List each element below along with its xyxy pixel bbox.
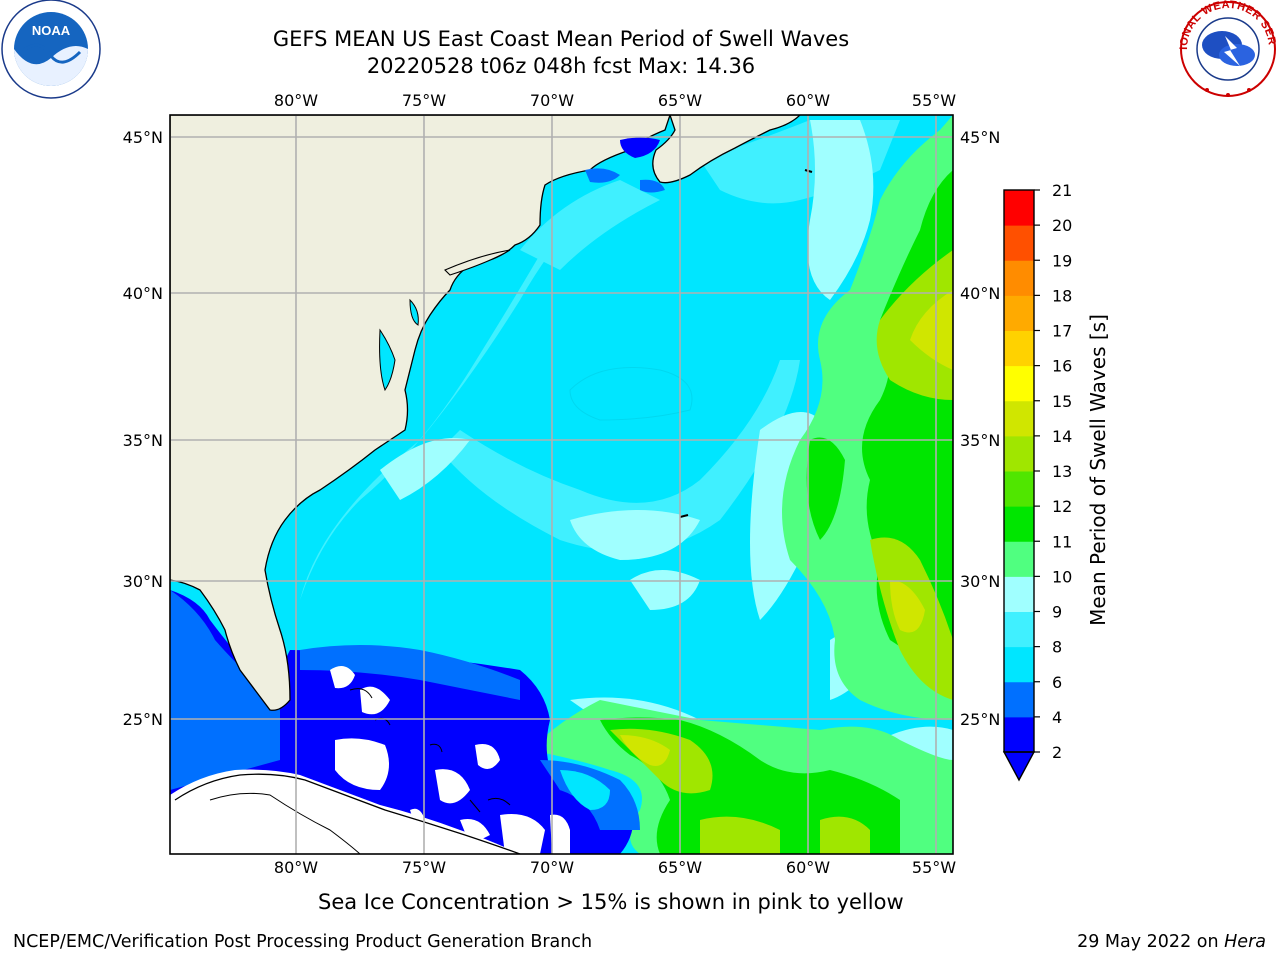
colorbar-swatch xyxy=(1004,471,1034,507)
colorbar-tick-label: 2 xyxy=(1052,743,1062,762)
colorbar-tick-label: 6 xyxy=(1052,673,1062,692)
lon-label: 65°W xyxy=(658,858,702,877)
colorbar-tick-label: 16 xyxy=(1052,357,1072,376)
colorbar-swatch xyxy=(1004,365,1034,402)
chart-subtitle: 20220528 t06z 048h fcst Max: 14.36 xyxy=(366,54,756,78)
lat-label: 30°N xyxy=(960,572,1000,591)
colorbar-swatch xyxy=(1004,646,1034,683)
colorbar-extend-arrow xyxy=(1002,751,1036,782)
colorbar-swatch xyxy=(1004,295,1034,331)
colorbar-swatch xyxy=(1004,576,1034,612)
colorbar-swatch xyxy=(1004,435,1034,472)
colorbar-swatch xyxy=(1004,681,1034,718)
colorbar-title: Mean Period of Swell Waves [s] xyxy=(1086,314,1110,626)
noaa-logo-icon: NOAA xyxy=(1,0,101,99)
lat-label: 45°N xyxy=(123,128,163,147)
lon-label: 75°W xyxy=(402,91,446,110)
footer-date-text: 29 May 2022 on xyxy=(1077,932,1225,952)
noaa-logo-text: NOAA xyxy=(32,23,71,38)
colorbar-swatch xyxy=(1004,716,1034,753)
colorbar-swatch xyxy=(1004,400,1034,437)
lat-label: 25°N xyxy=(960,710,1000,729)
colorbar-tick-label: 14 xyxy=(1052,427,1072,446)
lon-label: 55°W xyxy=(912,91,956,110)
colorbar: 2 4 6 8 9 10 11 12 13 14 15 16 17 18 19 20 21 xyxy=(1002,181,1072,782)
colorbar-swatch xyxy=(1004,541,1034,577)
colorbar-tick-label: 8 xyxy=(1052,638,1062,657)
lat-label: 40°N xyxy=(960,284,1000,303)
latitude-labels-right: 45°N 40°N 35°N 30°N 25°N xyxy=(960,128,1000,729)
longitude-labels-bottom: 80°W 75°W 70°W 65°W 60°W 55°W xyxy=(274,858,956,877)
colorbar-tick-label: 20 xyxy=(1052,216,1072,235)
colorbar-swatch xyxy=(1004,190,1034,226)
longitude-labels-top: 80°W 75°W 70°W 65°W 60°W 55°W xyxy=(274,91,956,110)
colorbar-tick-label: 13 xyxy=(1052,462,1072,481)
colorbar-tick-label: 12 xyxy=(1052,497,1072,516)
colorbar-swatch xyxy=(1004,611,1034,648)
chart-title: GEFS MEAN US East Coast Mean Period of S… xyxy=(272,27,850,51)
lat-label: 25°N xyxy=(123,710,163,729)
lon-label: 70°W xyxy=(530,858,574,877)
lat-label: 30°N xyxy=(123,572,163,591)
lat-label: 40°N xyxy=(123,284,163,303)
footer-credit: NCEP/EMC/Verification Post Processing Pr… xyxy=(13,932,593,952)
lon-label: 60°W xyxy=(786,91,830,110)
lon-label: 65°W xyxy=(658,91,702,110)
lon-label: 60°W xyxy=(786,858,830,877)
lon-label: 80°W xyxy=(274,858,318,877)
map-frame xyxy=(169,114,954,855)
colorbar-tick-label: 9 xyxy=(1052,603,1062,622)
footer-machine: Hera xyxy=(1224,932,1266,952)
colorbar-swatch xyxy=(1004,260,1034,296)
map-area xyxy=(170,115,953,854)
colorbar-swatch xyxy=(1004,330,1034,367)
nws-logo-icon: NATIONAL WEATHER SERVICE xyxy=(1177,0,1277,97)
colorbar-tick-label: 4 xyxy=(1052,708,1062,727)
caption: Sea Ice Concentration > 15% is shown in … xyxy=(318,890,904,914)
colorbar-tick-label: 17 xyxy=(1052,322,1072,341)
colorbar-tick-label: 10 xyxy=(1052,567,1072,586)
colorbar-swatch xyxy=(1004,225,1034,261)
colorbar-tick-label: 15 xyxy=(1052,392,1072,411)
map-gridlines xyxy=(170,115,953,854)
colorbar-tick-label: 21 xyxy=(1052,181,1072,200)
lat-label: 35°N xyxy=(960,431,1000,450)
latitude-labels-left: 45°N 40°N 35°N 30°N 25°N xyxy=(123,128,163,729)
lon-label: 80°W xyxy=(274,91,318,110)
lon-label: 70°W xyxy=(530,91,574,110)
colorbar-tick-label: 11 xyxy=(1052,532,1072,551)
colorbar-swatch xyxy=(1004,506,1034,542)
lon-label: 55°W xyxy=(912,858,956,877)
colorbar-tick-label: 19 xyxy=(1052,251,1072,270)
lat-label: 35°N xyxy=(123,431,163,450)
colorbar-tick-label: 18 xyxy=(1052,286,1072,305)
lat-label: 45°N xyxy=(960,128,1000,147)
footer-date: 29 May 2022 on Hera xyxy=(1077,932,1266,952)
lon-label: 75°W xyxy=(402,858,446,877)
